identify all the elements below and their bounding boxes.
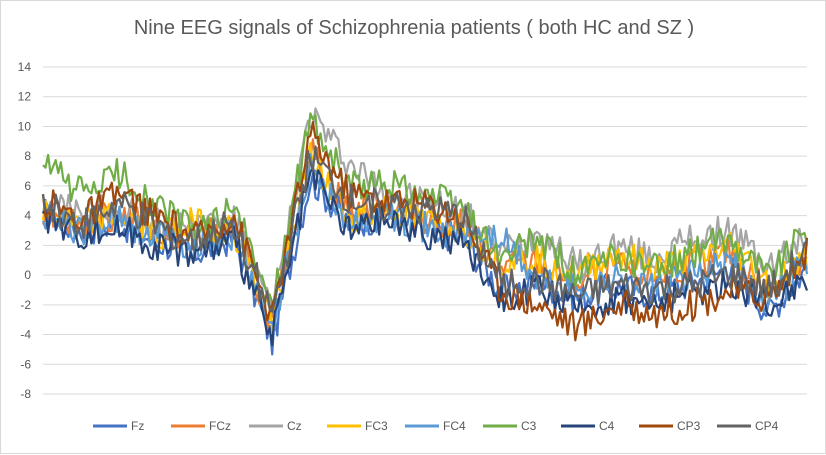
legend-item-c3: C3 [483,419,537,433]
legend-label: Fz [131,419,144,433]
legend-item-cp3: CP3 [639,419,701,433]
legend-item-fz: Fz [93,419,144,433]
y-tick-label: 4 [24,209,31,223]
series-line-c4 [42,166,809,347]
y-tick-label: 6 [24,179,31,193]
legend-label: FC3 [365,419,388,433]
legend-label: C3 [521,419,537,433]
legend-item-fc3: FC3 [327,419,388,433]
y-tick-label: -2 [20,298,31,312]
y-tick-label: 12 [18,90,32,104]
y-tick-label: 8 [24,149,31,163]
y-tick-label: 0 [24,268,31,282]
legend-item-fc4: FC4 [405,419,466,433]
y-tick-label: -6 [20,357,31,371]
legend-label: FCz [209,419,231,433]
series-line-fc3 [41,141,809,331]
chart-title: Nine EEG signals of Schizophrenia patien… [133,17,695,39]
legend-item-c4: C4 [561,419,615,433]
legend: Fz FCz Cz FC3 FC4 C3 C4 CP3 CP4 [93,419,779,433]
legend-label: FC4 [443,419,466,433]
y-tick-label: 2 [24,238,31,252]
y-tick-label: -4 [20,328,31,342]
y-tick-label: -8 [20,387,31,401]
series-layer [41,107,809,356]
y-tick-label: 14 [18,60,32,74]
legend-item-fcz: FCz [171,419,231,433]
legend-item-cz: Cz [249,419,302,433]
legend-item-cp4: CP4 [717,419,779,433]
series-line-cp3 [41,120,809,342]
legend-label: CP4 [755,419,779,433]
series-line-c3 [42,112,809,306]
legend-label: C4 [599,419,615,433]
y-tick-label: 10 [18,119,32,133]
legend-label: Cz [287,419,302,433]
series-line-cp4 [41,145,808,313]
legend-label: CP3 [677,419,701,433]
